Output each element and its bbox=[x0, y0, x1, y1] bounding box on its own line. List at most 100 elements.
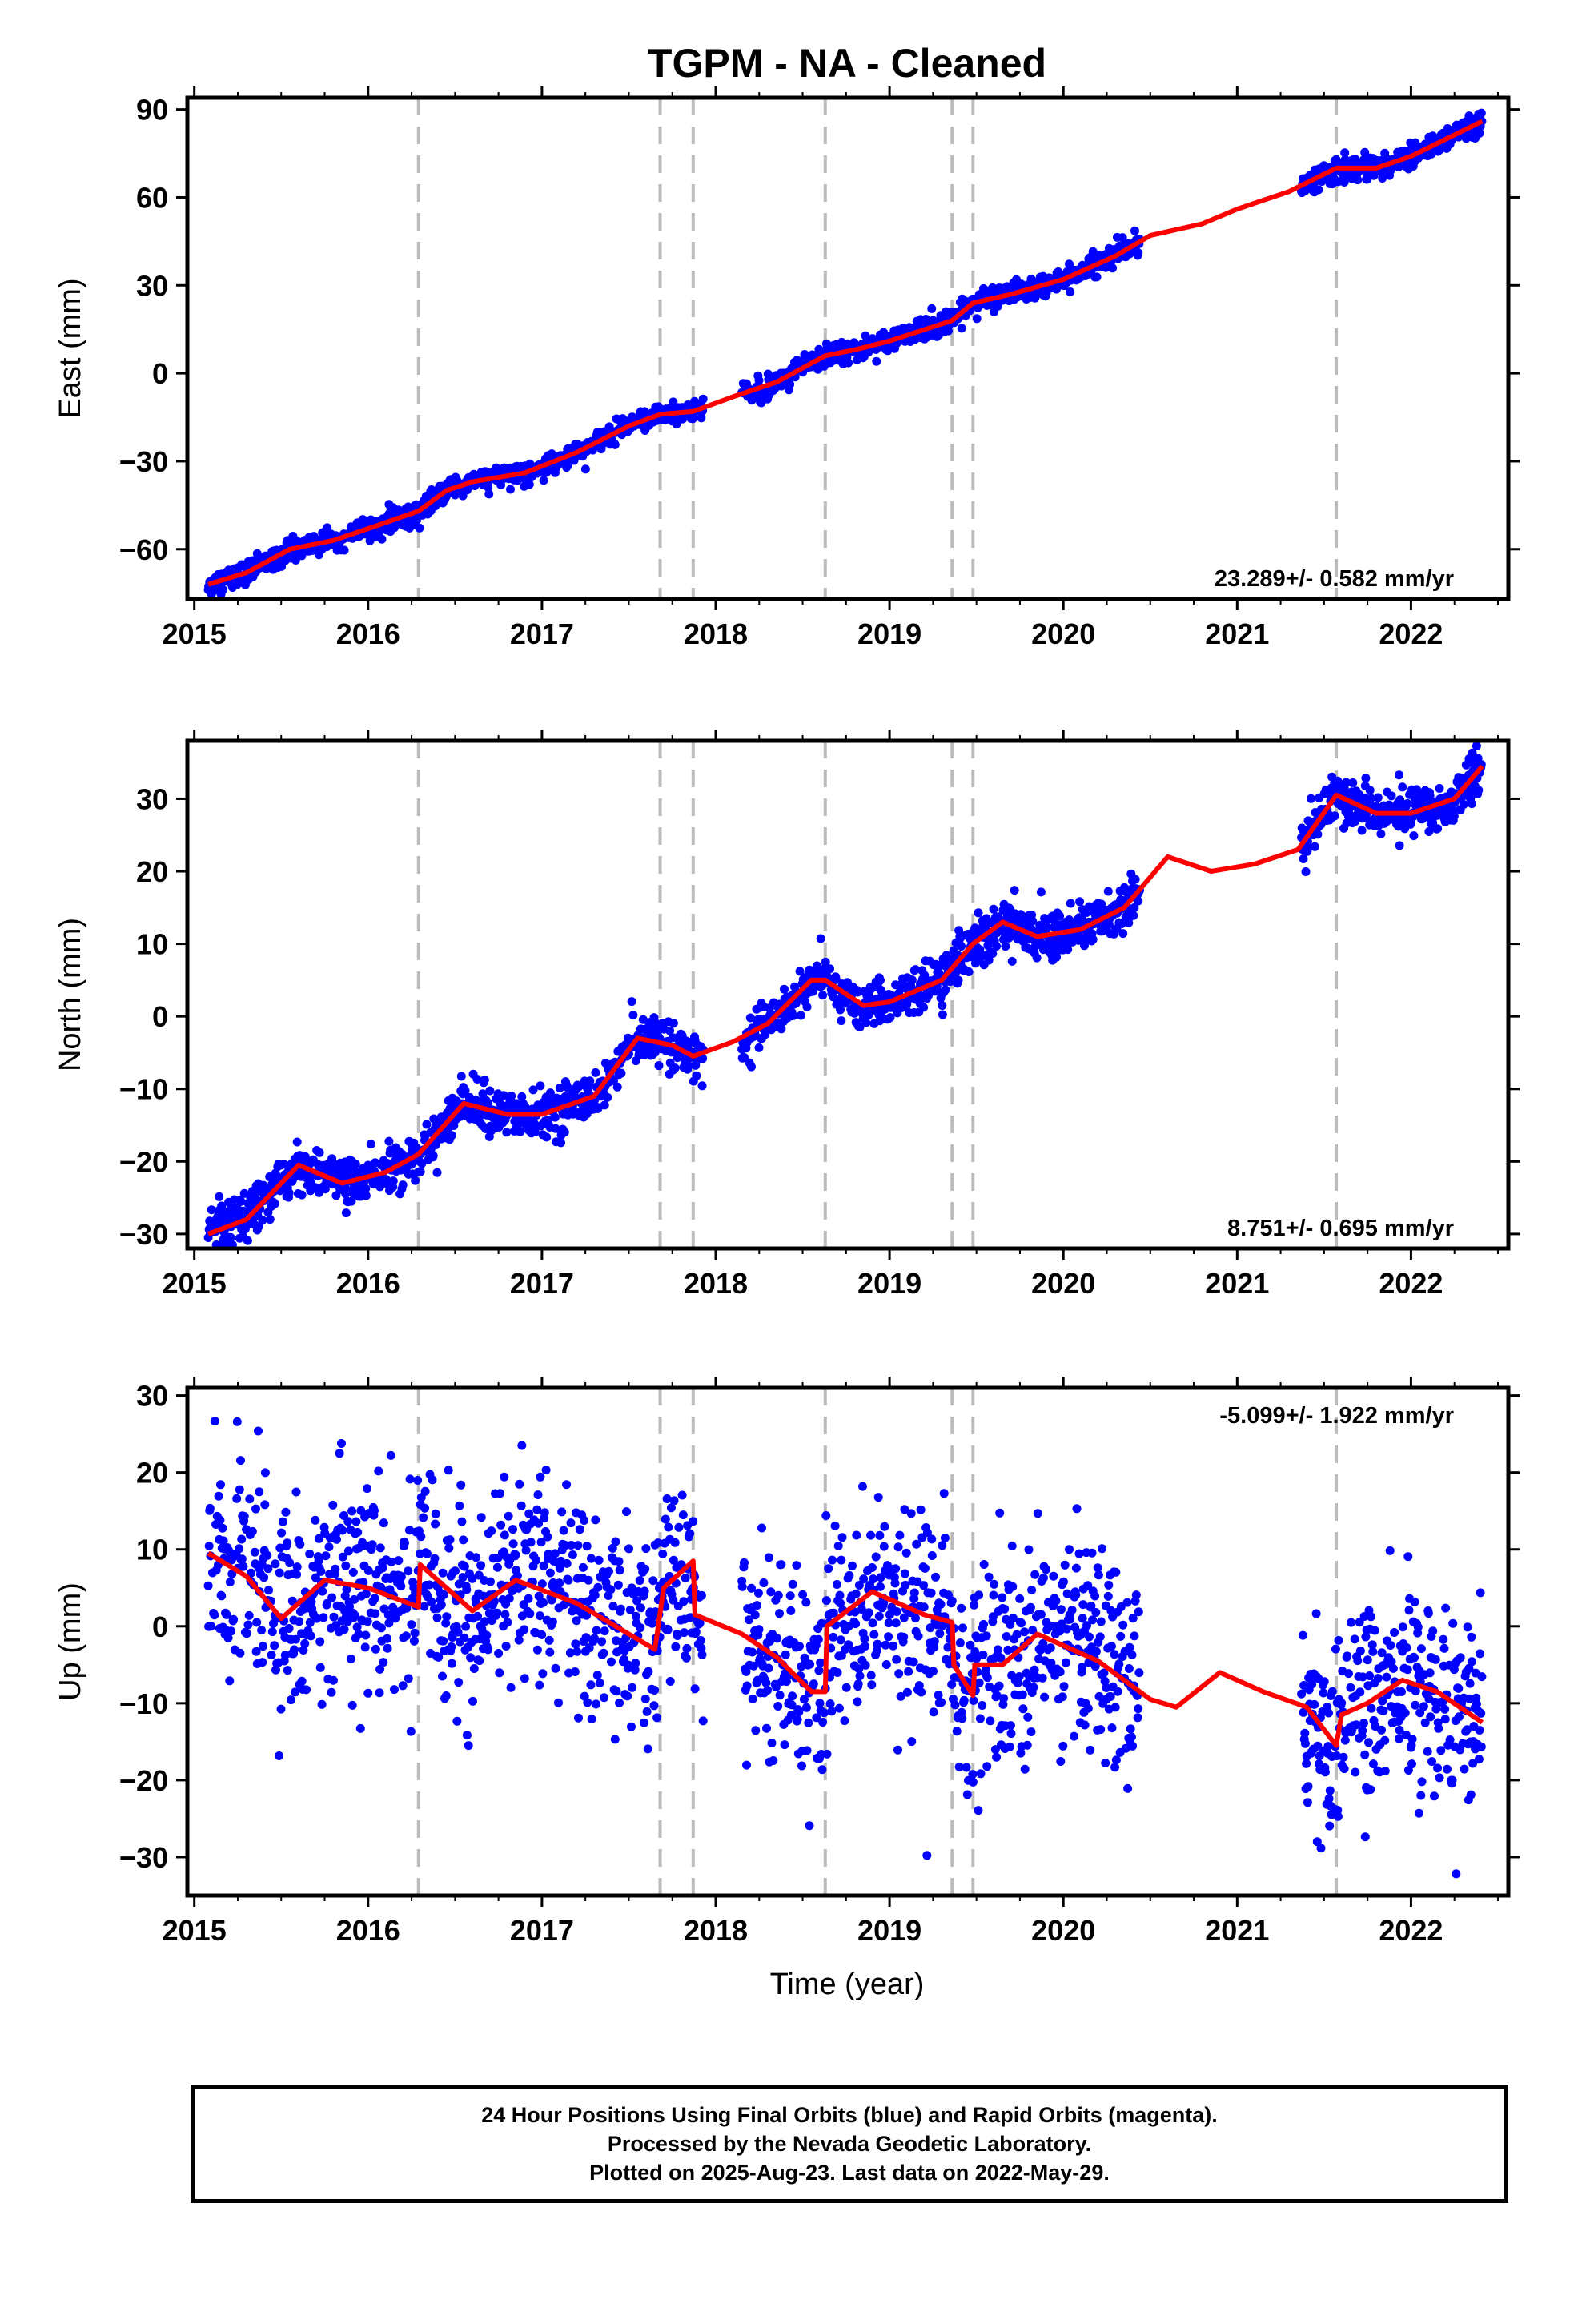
data-point bbox=[797, 1761, 806, 1771]
x-tick-label: 2021 bbox=[1205, 617, 1269, 650]
data-point bbox=[338, 1526, 347, 1535]
data-point bbox=[802, 1002, 812, 1011]
data-point bbox=[818, 991, 828, 1000]
data-point bbox=[297, 551, 307, 561]
data-point bbox=[829, 1632, 838, 1642]
data-point bbox=[876, 975, 885, 985]
data-point bbox=[1330, 811, 1339, 821]
data-point bbox=[476, 1513, 486, 1522]
data-point bbox=[319, 1613, 328, 1622]
data-point bbox=[612, 1082, 622, 1092]
data-point bbox=[375, 1688, 384, 1698]
data-point bbox=[374, 1466, 383, 1476]
x-tick-label: 2018 bbox=[684, 617, 748, 650]
data-point bbox=[801, 1703, 811, 1712]
data-point bbox=[243, 1236, 252, 1245]
data-point bbox=[814, 1666, 824, 1675]
data-point bbox=[677, 1490, 687, 1500]
data-point bbox=[400, 1538, 409, 1548]
data-points bbox=[203, 1417, 1487, 1879]
data-point bbox=[494, 1649, 504, 1658]
data-point bbox=[1075, 897, 1085, 907]
data-point bbox=[636, 1623, 645, 1633]
data-point bbox=[780, 1740, 789, 1750]
data-point bbox=[616, 1068, 626, 1078]
data-point bbox=[753, 1588, 763, 1598]
data-point bbox=[247, 1526, 257, 1536]
data-point bbox=[775, 1691, 785, 1700]
data-point bbox=[506, 1683, 516, 1692]
data-point bbox=[258, 1216, 267, 1225]
data-point bbox=[825, 1699, 835, 1708]
data-point bbox=[502, 1128, 512, 1137]
data-point bbox=[243, 1620, 253, 1630]
data-point bbox=[604, 1566, 613, 1576]
data-point bbox=[697, 1650, 707, 1659]
data-point bbox=[451, 1566, 460, 1576]
data-point bbox=[623, 1691, 632, 1701]
data-point bbox=[447, 1131, 456, 1140]
data-point bbox=[207, 1622, 216, 1631]
data-point bbox=[420, 1486, 430, 1496]
data-point bbox=[444, 1543, 454, 1553]
y-tick-label: 10 bbox=[136, 928, 168, 961]
data-point bbox=[515, 1479, 524, 1489]
data-point bbox=[754, 376, 764, 385]
data-point bbox=[347, 1700, 357, 1710]
data-point bbox=[203, 1581, 213, 1590]
data-point bbox=[640, 1718, 648, 1727]
data-point bbox=[574, 1713, 583, 1723]
data-point bbox=[225, 1676, 235, 1686]
data-point bbox=[237, 1534, 247, 1544]
data-point bbox=[292, 1137, 302, 1147]
data-point bbox=[763, 1686, 773, 1695]
data-point bbox=[232, 1417, 242, 1426]
data-point bbox=[696, 1636, 705, 1645]
data-point bbox=[587, 1715, 596, 1724]
data-point bbox=[1387, 791, 1396, 801]
data-point bbox=[215, 1515, 225, 1525]
data-point bbox=[532, 1555, 541, 1565]
data-point bbox=[603, 1092, 612, 1102]
data-point bbox=[324, 1542, 334, 1552]
data-point bbox=[439, 1590, 448, 1599]
data-point bbox=[504, 1594, 514, 1603]
data-point bbox=[441, 1691, 451, 1700]
data-point bbox=[907, 975, 917, 985]
data-point bbox=[796, 1011, 805, 1020]
data-point bbox=[833, 1541, 843, 1550]
data-point bbox=[360, 1642, 370, 1652]
data-point bbox=[679, 1597, 689, 1606]
data-point bbox=[407, 1620, 416, 1630]
data-point bbox=[855, 1671, 865, 1681]
data-point bbox=[264, 1586, 273, 1595]
data-point bbox=[636, 1603, 645, 1613]
data-point bbox=[255, 1487, 264, 1497]
data-point bbox=[545, 1647, 555, 1657]
data-point bbox=[428, 1151, 438, 1160]
data-point bbox=[828, 1555, 837, 1565]
data-point bbox=[816, 1658, 825, 1667]
data-point bbox=[431, 1519, 440, 1529]
data-point bbox=[205, 1503, 215, 1513]
data-point bbox=[681, 1574, 690, 1583]
data-point bbox=[586, 1680, 596, 1690]
data-point bbox=[396, 1572, 406, 1582]
data-point bbox=[837, 1533, 847, 1542]
data-point bbox=[291, 1487, 301, 1497]
data-point bbox=[564, 1575, 573, 1585]
data-point bbox=[798, 1590, 808, 1599]
data-point bbox=[258, 1642, 267, 1651]
data-point bbox=[204, 1542, 214, 1550]
data-point bbox=[239, 1562, 248, 1571]
data-point bbox=[669, 1019, 678, 1028]
data-point bbox=[462, 1585, 472, 1594]
data-point bbox=[691, 1627, 701, 1637]
data-point bbox=[697, 1081, 707, 1091]
data-point bbox=[1299, 854, 1308, 863]
data-point bbox=[580, 464, 590, 474]
data-point bbox=[927, 304, 937, 313]
data-point bbox=[563, 460, 572, 470]
data-point bbox=[1032, 953, 1042, 963]
data-point bbox=[815, 1699, 825, 1708]
